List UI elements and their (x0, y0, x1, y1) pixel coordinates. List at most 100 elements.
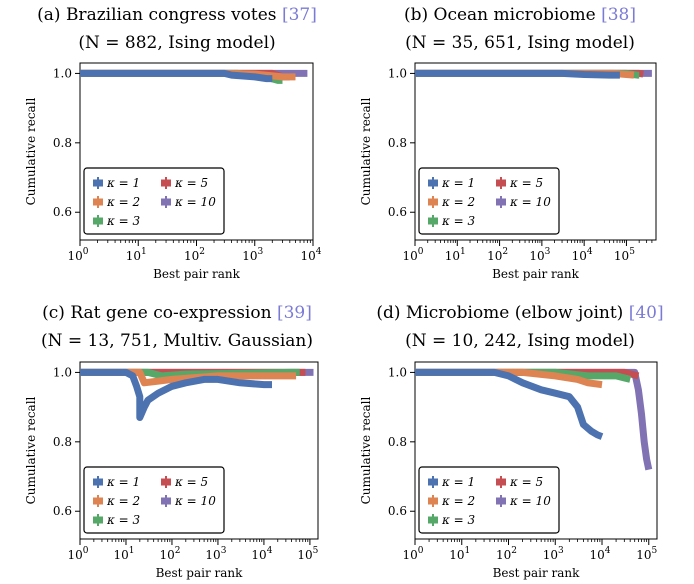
legend-label: κ = 5 (174, 176, 208, 190)
x-tick-exponent: 3 (258, 247, 264, 257)
x-tick-base: 10 (251, 548, 266, 562)
x-tick-base: 10 (184, 249, 199, 263)
x-tick-label: 102 (496, 546, 517, 562)
y-axis-label: Cumulative recall (359, 97, 373, 205)
x-tick-exponent: 0 (83, 247, 89, 257)
x-tick-label: 101 (445, 247, 466, 263)
y-tick-label: 0.8 (53, 136, 72, 150)
x-tick-exponent: 2 (502, 247, 508, 257)
x-tick-exponent: 1 (141, 247, 147, 257)
x-tick-exponent: 1 (465, 546, 471, 556)
x-tick-base: 10 (67, 249, 82, 263)
x-tick-exponent: 3 (558, 546, 564, 556)
legend-label: κ = 10 (174, 195, 216, 209)
x-tick-exponent: 5 (629, 247, 635, 257)
citation-ref: [40] (629, 303, 664, 323)
panel-title: (c) Rat gene co-expression [39] (42, 303, 312, 323)
legend-label: κ = 5 (509, 475, 543, 489)
x-tick-base: 10 (496, 548, 511, 562)
plot-frame (79, 361, 319, 540)
y-axis-label: Cumulative recall (24, 396, 38, 504)
panel-title-text: (a) Brazilian congress votes (37, 5, 276, 25)
legend-box (83, 466, 225, 534)
panel-3: (d) Microbiome (elbow joint) [40] (N = 10… (359, 303, 664, 580)
legend-label: κ = 10 (509, 195, 551, 209)
legend-box (83, 167, 225, 235)
plot-frame (414, 361, 658, 540)
x-tick-exponent: 3 (545, 247, 551, 257)
x-tick-exponent: 5 (313, 546, 319, 556)
series-line (415, 69, 620, 79)
y-tick-label: 0.8 (388, 435, 407, 449)
panel-subtitle: (N = 13, 751, Multiv. Gaussian) (41, 331, 313, 351)
legend-label: κ = 10 (174, 494, 216, 508)
series-line (415, 368, 604, 440)
panel-title: (d) Microbiome (elbow joint) [40] (376, 303, 663, 323)
y-axis-label: Cumulative recall (359, 396, 373, 504)
x-tick-label: 100 (67, 546, 88, 562)
x-tick-base: 10 (590, 548, 605, 562)
legend-label: κ = 1 (441, 475, 475, 489)
x-tick-exponent: 2 (199, 247, 205, 257)
legend-label: κ = 5 (509, 176, 543, 190)
legend-label: κ = 1 (441, 176, 475, 190)
y-tick-label: 0.6 (53, 504, 72, 518)
x-tick-base: 10 (445, 249, 460, 263)
legend-label: κ = 3 (441, 214, 476, 228)
y-tick-label: 1.0 (53, 66, 72, 80)
series-line (80, 368, 272, 421)
x-tick-base: 10 (543, 548, 558, 562)
legend-box (418, 167, 560, 235)
series-line (80, 69, 273, 83)
citation-ref: [38] (601, 5, 636, 25)
x-tick-label: 104 (590, 546, 611, 562)
x-tick-label: 105 (297, 546, 318, 562)
x-tick-exponent: 1 (129, 546, 135, 556)
x-tick-base: 10 (67, 548, 82, 562)
x-tick-exponent: 3 (221, 546, 227, 556)
x-tick-label: 103 (205, 546, 226, 562)
x-tick-exponent: 2 (175, 546, 181, 556)
x-tick-label: 100 (67, 247, 88, 263)
x-tick-exponent: 4 (267, 546, 273, 556)
legend-label: κ = 2 (441, 195, 475, 209)
legend-label: κ = 3 (106, 513, 141, 527)
x-tick-label: 100 (402, 546, 423, 562)
y-tick-label: 1.0 (53, 365, 72, 379)
x-axis-label: Best pair rank (153, 267, 241, 281)
x-tick-exponent: 0 (418, 247, 424, 257)
y-tick-label: 0.6 (388, 205, 407, 219)
legend-label: κ = 3 (106, 214, 141, 228)
legend-box (418, 466, 560, 534)
legend-label: κ = 5 (174, 475, 208, 489)
panel-2: (c) Rat gene co-expression [39] (N = 13, … (24, 303, 319, 580)
legend-label: κ = 1 (106, 176, 140, 190)
x-axis-label: Best pair rank (493, 566, 581, 580)
panel-subtitle: (N = 10, 242, Ising model) (405, 331, 635, 351)
x-tick-label: 101 (449, 546, 470, 562)
citation-ref: [39] (277, 303, 312, 323)
panel-title-text: (c) Rat gene co-expression (42, 303, 271, 323)
y-tick-label: 0.6 (53, 205, 72, 219)
panel-title: (b) Ocean microbiome [38] (404, 5, 636, 25)
x-tick-label: 104 (572, 247, 593, 263)
y-tick-label: 0.8 (388, 136, 407, 150)
legend-label: κ = 2 (441, 494, 475, 508)
x-tick-base: 10 (300, 249, 315, 263)
x-tick-label: 101 (126, 247, 147, 263)
x-tick-base: 10 (487, 249, 502, 263)
panel-title-text: (d) Microbiome (elbow joint) (376, 303, 623, 323)
x-tick-exponent: 0 (83, 546, 89, 556)
y-tick-label: 1.0 (388, 365, 407, 379)
x-tick-exponent: 4 (587, 247, 593, 257)
legend-label: κ = 10 (509, 494, 551, 508)
x-tick-exponent: 4 (316, 247, 322, 257)
x-tick-label: 105 (614, 247, 635, 263)
x-tick-exponent: 5 (652, 546, 658, 556)
x-tick-label: 105 (636, 546, 657, 562)
series-line (80, 368, 297, 387)
panel-0: (a) Brazilian congress votes [37] (N = 88… (24, 5, 322, 281)
x-tick-base: 10 (113, 548, 128, 562)
x-tick-base: 10 (205, 548, 220, 562)
panel-title-text: (b) Ocean microbiome (404, 5, 596, 25)
